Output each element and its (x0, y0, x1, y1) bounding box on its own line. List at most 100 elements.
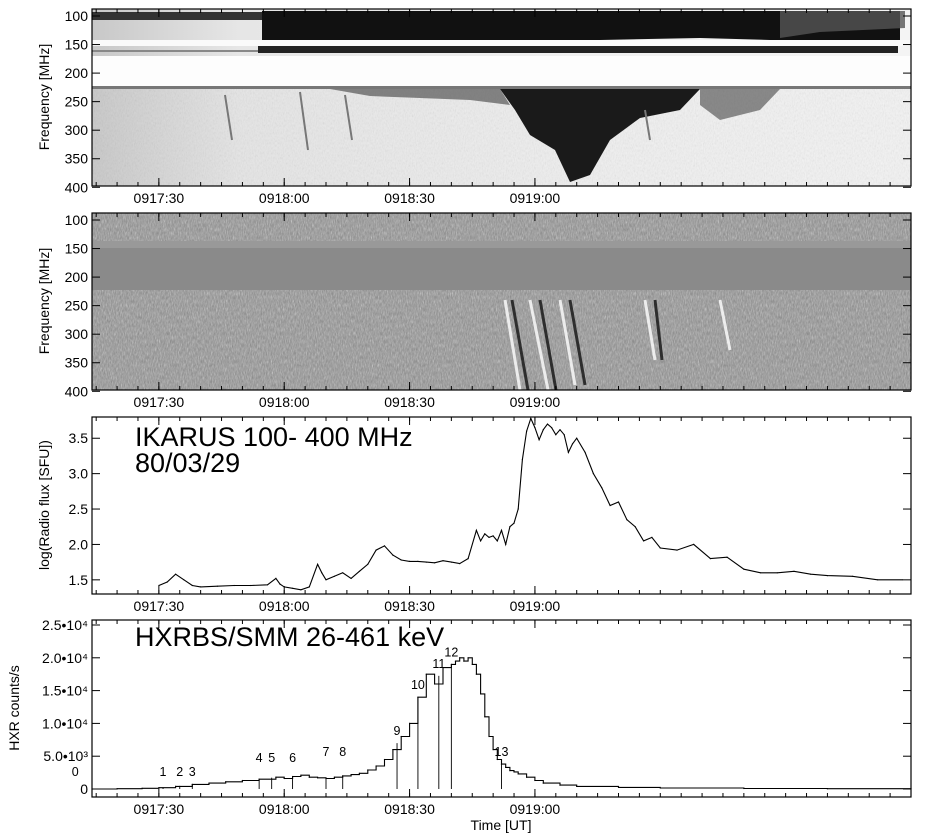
hxr-xtick-label-0: 0917:30 (134, 801, 185, 817)
radio-flux-point (500, 529, 503, 531)
hxr-marker-label-12: 12 (444, 645, 458, 659)
hxr-point (484, 716, 486, 718)
hxr-point (509, 770, 511, 772)
radio-flux-xtick-label-0: 0917:30 (134, 598, 185, 614)
hxr-point (480, 693, 482, 695)
radio-flux-point (216, 585, 218, 587)
radio-flux-x-axis: 0917:30 0918:00 0918:30 0919:00 (95, 417, 912, 614)
hxr-point (743, 787, 745, 790)
hxr-marker-label-5: 5 (268, 751, 275, 765)
hxr-point (434, 683, 436, 685)
radio-flux-point (459, 563, 461, 565)
radio-flux-ytick-label-2: 2.5 (69, 501, 89, 517)
hxr-point (576, 785, 578, 788)
radio-flux-point (166, 581, 168, 583)
hxr-point (141, 787, 143, 789)
radio-flux-point (592, 473, 595, 475)
radio-flux-point (367, 563, 369, 565)
radio-flux-ytick-label-0: 1.5 (69, 572, 89, 588)
hxr-marker-label-7: 7 (323, 745, 330, 759)
spectrum-raw-ytick-label-2: 200 (65, 65, 89, 81)
spectrum-diff-blank-band (92, 248, 911, 290)
radio-flux-point (175, 573, 177, 575)
hxr-title: HXRBS/SMM 26-461 keV (135, 622, 444, 652)
radio-flux-point (475, 529, 477, 531)
spectrum-raw-xtick-label-1: 0918:00 (259, 190, 310, 206)
hxr-point (534, 779, 536, 782)
radio-flux-point (601, 487, 603, 489)
radio-flux-line (158, 416, 903, 591)
hxr-point (367, 769, 369, 771)
hxr-point (471, 663, 473, 666)
radio-flux-point (576, 437, 578, 439)
radio-flux-title: IKARUS 100- 400 MHz (135, 422, 413, 452)
hxr-point (333, 776, 335, 778)
spectrum-raw-frame (91, 8, 912, 187)
radio-flux-point (609, 504, 611, 507)
radio-flux-point (517, 508, 519, 510)
radio-flux-point (743, 568, 745, 570)
spectrum-diff-ytick-label-0: 100 (65, 212, 89, 228)
radio-flux-point (250, 584, 252, 587)
hxr-ytick-label-0: 0 (80, 781, 88, 797)
spectrum-raw-texture (92, 88, 911, 186)
radio-flux-point (450, 561, 452, 563)
radio-flux-point (634, 526, 636, 528)
radio-flux-series (158, 416, 904, 591)
hxr-point (467, 657, 469, 659)
radio-flux-point (383, 545, 386, 547)
hxr-point (496, 758, 498, 761)
hxr-marker-label-2: 2 (176, 765, 183, 779)
radio-flux-point (521, 458, 524, 461)
panel-spectrum-raw: 100 150 200 250 300 350 400 0917:30 0918:00 0918… (36, 8, 912, 206)
panel-spectrum-diff: 100 150 200 250 300 350 400 0917:30 0918:00 0918… (36, 212, 912, 410)
radio-flux-point (776, 572, 778, 574)
hxr-marker-label-11: 11 (432, 657, 445, 671)
radio-flux-point (442, 560, 444, 562)
radio-flux-point (434, 562, 436, 564)
hxr-xlabel: Time [UT] (471, 817, 532, 833)
radio-flux-xtick-label-2: 0918:30 (384, 598, 435, 614)
hxr-point (442, 667, 444, 669)
spectrum-raw-ytick-label-4: 300 (65, 122, 89, 138)
hxr-point (308, 776, 310, 778)
hxr-ytick-label-5: 2.5•10⁴ (42, 617, 88, 633)
radio-flux-point (877, 579, 879, 581)
radio-flux-point (484, 533, 486, 535)
radio-flux-point (158, 584, 160, 587)
hxr-point (542, 782, 544, 784)
spectrum-diff-ytick-label-6: 400 (65, 383, 89, 399)
radio-flux-point (400, 559, 402, 561)
spectrum-raw-ytick-label-5: 350 (65, 151, 89, 167)
hxr-marker-label-9: 9 (394, 724, 401, 738)
hxr-frame (91, 619, 912, 798)
radio-flux-point (392, 554, 394, 556)
hxr-point (409, 722, 411, 725)
hxr-marker-label-10: 10 (411, 678, 425, 692)
radio-flux-point (902, 579, 904, 581)
radio-flux-point (275, 577, 277, 580)
radio-flux-point (488, 536, 490, 539)
hxr-point (358, 772, 360, 774)
spectrum-diff-ytick-label-3: 250 (65, 298, 89, 314)
hxr-marker-label-1: 1 (160, 765, 167, 779)
radio-flux-point (358, 570, 360, 572)
hxr-point (383, 758, 386, 761)
spectrum-diff-ytick-label-4: 300 (65, 326, 89, 342)
radio-flux-point (709, 558, 712, 560)
hxr-point (241, 779, 243, 782)
spectrum-diff-burst-streaks (503, 299, 732, 391)
radio-flux-point (300, 589, 302, 591)
radio-flux-point (542, 429, 544, 431)
radio-flux-point (279, 583, 281, 585)
spectrum-diff-dark-streaks (510, 299, 664, 391)
hxr-marker-label-13: 13 (495, 745, 509, 759)
hxr-point (158, 787, 160, 789)
hxr-marker-label-6: 6 (289, 751, 296, 765)
spectrum-raw-band-170 (258, 46, 898, 53)
hxr-line (92, 657, 912, 790)
spectrum-raw-ytick-label-1: 150 (65, 37, 89, 53)
